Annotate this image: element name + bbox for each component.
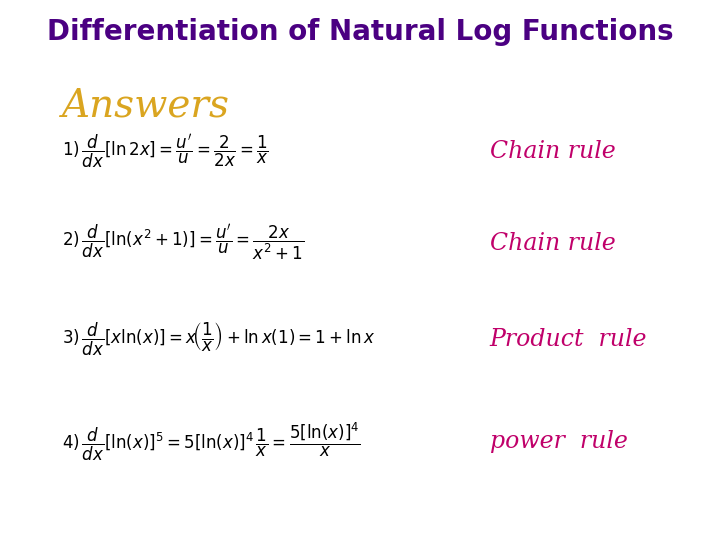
Text: Answers: Answers bbox=[62, 87, 230, 124]
Text: $3)\,\dfrac{d}{dx}[x\ln(x)] = x\!\left(\dfrac{1}{x}\right)+\ln x(1) = 1+\ln x$: $3)\,\dfrac{d}{dx}[x\ln(x)] = x\!\left(\… bbox=[62, 321, 375, 359]
Text: power  rule: power rule bbox=[490, 430, 628, 454]
Text: Differentiation of Natural Log Functions: Differentiation of Natural Log Functions bbox=[47, 17, 673, 45]
Text: Chain rule: Chain rule bbox=[490, 140, 616, 163]
Text: $4)\,\dfrac{d}{dx}[\ln(x)]^{5} = 5[\ln(x)]^{4}\,\dfrac{1}{x} = \dfrac{5[\ln(x)]^: $4)\,\dfrac{d}{dx}[\ln(x)]^{5} = 5[\ln(x… bbox=[62, 421, 360, 463]
Text: $1)\,\dfrac{d}{dx}[\ln 2x] = \dfrac{u'}{u} = \dfrac{2}{2x} = \dfrac{1}{x}$: $1)\,\dfrac{d}{dx}[\ln 2x] = \dfrac{u'}{… bbox=[62, 133, 269, 171]
Text: Chain rule: Chain rule bbox=[490, 232, 616, 255]
Text: Product  rule: Product rule bbox=[490, 328, 647, 352]
Text: $2)\,\dfrac{d}{dx}[\ln(x^{2}+1)] = \dfrac{u'}{u} = \dfrac{2x}{x^{2}+1}$: $2)\,\dfrac{d}{dx}[\ln(x^{2}+1)] = \dfra… bbox=[62, 223, 304, 264]
